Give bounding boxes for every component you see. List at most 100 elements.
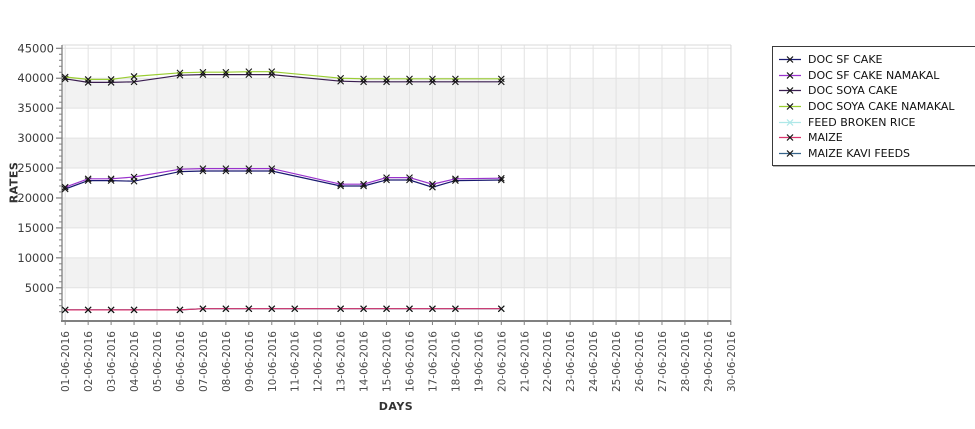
marker-x: [84, 79, 92, 86]
marker-x: [360, 180, 367, 188]
legend-marker: [779, 87, 801, 95]
x-tick-label: 26-06-2016: [634, 331, 646, 392]
marker-x: [222, 68, 230, 76]
y-tick-label: 20000: [17, 191, 54, 205]
x-tick-label: 11-06-2016: [290, 331, 302, 392]
legend-label: MAIZE: [808, 131, 843, 145]
series-line-doc-sf-cake: [64, 170, 502, 190]
legend-marker: [779, 134, 801, 142]
series-line-doc-sf-cake-namakal: [64, 168, 502, 188]
series-line-maize: [65, 308, 502, 311]
marker-x: [452, 175, 459, 183]
marker-x: [406, 174, 413, 182]
marker-x: [497, 75, 505, 83]
marker-x: [130, 73, 138, 80]
marker-x: [337, 74, 345, 82]
marker-x: [245, 305, 253, 313]
marker-x: [497, 176, 505, 184]
x-tick-label: 23-06-2016: [565, 331, 577, 392]
marker-x: [107, 306, 115, 314]
marker-x: [245, 71, 253, 79]
x-tick-label: 30-06-2016: [726, 331, 738, 392]
marker-x: [130, 306, 138, 314]
x-tick-label: 25-06-2016: [611, 331, 623, 392]
x-tick-label: 27-06-2016: [657, 331, 669, 392]
marker-x: [291, 305, 299, 313]
marker-x: [429, 183, 436, 191]
marker-x: [176, 165, 184, 173]
legend-item-feed-broken-rice: FEED BROKEN RICE: [779, 114, 970, 130]
plot-band: [62, 197, 731, 228]
marker-x: [497, 305, 505, 313]
marker-x: [245, 68, 253, 76]
x-tick-label: 10-06-2016: [267, 331, 279, 392]
marker-x: [61, 183, 69, 191]
x-tick-label: 08-06-2016: [221, 331, 233, 392]
legend-label: DOC SF CAKE NAMAKAL: [808, 68, 940, 82]
series-line-doc-soya-cake-namakal: [65, 71, 502, 80]
x-tick-label: 07-06-2016: [198, 331, 210, 392]
marker-x: [130, 173, 138, 181]
marker-x: [383, 75, 390, 83]
marker-x: [406, 75, 413, 83]
marker-x: [199, 68, 207, 76]
legend-label: DOC SOYA CAKE: [808, 84, 898, 98]
marker-x: [497, 78, 505, 86]
marker-x: [107, 79, 115, 86]
marker-x: [429, 180, 436, 188]
marker-x: [245, 165, 253, 173]
x-tick-label: 22-06-2016: [542, 331, 554, 392]
x-tick-label: 16-06-2016: [404, 331, 416, 392]
marker-x: [61, 73, 69, 81]
y-tick-label: 40000: [17, 71, 54, 85]
marker-x: [268, 305, 276, 313]
x-tick-label: 14-06-2016: [359, 331, 371, 392]
plot-band: [62, 138, 731, 169]
marker-x: [176, 69, 184, 77]
legend-marker: [779, 103, 801, 111]
marker-x: [107, 76, 115, 83]
legend-marker: [779, 71, 801, 79]
legend-label: MAIZE KAVI FEEDS: [808, 146, 911, 160]
marker-x: [199, 305, 207, 313]
legend-label: FEED BROKEN RICE: [808, 115, 916, 129]
x-tick-label: 03-06-2016: [106, 331, 118, 392]
marker-x: [61, 306, 69, 314]
marker-x: [497, 174, 505, 182]
marker-x: [84, 306, 92, 314]
y-tick-label: 10000: [17, 251, 54, 265]
marker-x: [429, 78, 436, 86]
marker-x: [383, 174, 390, 182]
x-tick-label: 24-06-2016: [588, 331, 600, 392]
y-tick-label: 15000: [17, 221, 54, 235]
plot-band: [62, 78, 731, 109]
legend-item-maize: MAIZE: [779, 130, 970, 146]
x-tick-label: 01-06-2016: [60, 331, 72, 392]
marker-x: [383, 78, 390, 86]
y-tick-label: 30000: [17, 131, 54, 145]
marker-x: [406, 305, 413, 313]
marker-x: [360, 75, 367, 83]
y-tick-label: 5000: [25, 281, 54, 295]
y-tick-label: 25000: [17, 161, 54, 175]
x-tick-label: 12-06-2016: [313, 331, 325, 392]
marker-x: [429, 75, 436, 83]
x-tick-label: 06-06-2016: [175, 331, 187, 392]
x-axis-title: DAYS: [378, 400, 414, 413]
marker-x: [452, 75, 459, 83]
marker-x: [268, 71, 276, 79]
x-tick-label: 21-06-2016: [519, 331, 531, 392]
legend-marker: [779, 118, 801, 126]
legend-marker: [779, 56, 801, 64]
marker-x: [176, 306, 184, 314]
legend-label: DOC SF CAKE: [808, 53, 883, 67]
x-tick-label: 15-06-2016: [382, 331, 394, 392]
legend-item-doc-soya-cake-namakal: DOC SOYA CAKE NAMAKAL: [779, 99, 970, 115]
x-tick-label: 02-06-2016: [83, 331, 95, 392]
x-tick-label: 28-06-2016: [680, 331, 692, 392]
x-tick-label: 20-06-2016: [496, 331, 508, 392]
x-tick-label: 04-06-2016: [129, 331, 141, 392]
x-tick-label: 19-06-2016: [473, 331, 485, 392]
